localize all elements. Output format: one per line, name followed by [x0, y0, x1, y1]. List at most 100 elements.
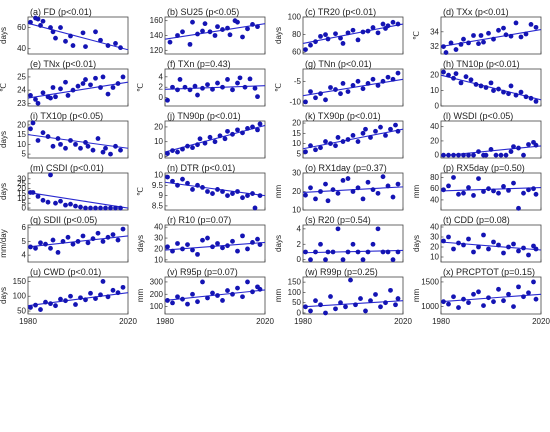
y-tick-label: 60 [17, 23, 26, 32]
data-point [88, 82, 93, 88]
y-tick-label: 0 [22, 204, 27, 213]
data-point [53, 200, 58, 206]
data-point [526, 252, 531, 258]
data-point [343, 304, 348, 310]
y-tick-label: 0 [297, 255, 302, 264]
y-tick-label: 40 [17, 44, 26, 53]
data-point [481, 232, 486, 238]
data-point [250, 191, 255, 196]
data-point [220, 245, 225, 251]
data-point [38, 307, 43, 312]
y-tick-label: 30 [154, 234, 163, 243]
data-point [511, 241, 516, 247]
data-point [501, 250, 506, 256]
y-tick-label: 20 [430, 136, 439, 145]
data-point [511, 180, 516, 186]
data-point [115, 81, 121, 86]
data-point [90, 236, 96, 242]
data-point [58, 141, 63, 147]
data-point [170, 300, 175, 306]
panel-title: (i) TX10p (p<0.05) [30, 111, 103, 121]
data-point [393, 302, 398, 308]
data-point [380, 249, 386, 255]
data-point [471, 152, 476, 158]
data-point [461, 190, 466, 196]
data-point [98, 85, 103, 90]
data-point [165, 244, 170, 250]
y-axis-label: mm [274, 185, 283, 199]
data-point [48, 95, 53, 101]
data-point [235, 19, 240, 25]
data-point [235, 285, 240, 291]
data-point [220, 298, 225, 303]
data-point [103, 205, 108, 211]
data-point [235, 189, 240, 194]
y-axis-label: days [0, 131, 8, 148]
data-point [48, 172, 53, 178]
data-point [488, 147, 494, 152]
y-tick-label: 10 [154, 137, 163, 146]
data-point [105, 43, 111, 48]
data-point [93, 29, 98, 35]
data-point [491, 88, 496, 93]
data-point [182, 84, 188, 90]
panel-title: (n) DTR (p<0.01) [167, 163, 235, 173]
y-tick-label: 40 [154, 223, 163, 232]
data-point [205, 235, 210, 241]
data-point [491, 299, 496, 305]
data-point [165, 151, 170, 156]
data-point [200, 237, 205, 243]
y-tick-label: 15 [17, 189, 26, 198]
data-point [120, 226, 126, 232]
data-point [395, 70, 401, 76]
y-tick-label: 10 [430, 253, 439, 262]
y-tick-label: 20 [17, 184, 26, 193]
data-point [53, 35, 58, 41]
data-point [215, 80, 220, 86]
data-point [518, 34, 524, 40]
y-tick-label: 20 [292, 187, 301, 196]
data-point [355, 185, 361, 191]
data-point [446, 72, 451, 78]
data-point [461, 36, 466, 42]
data-point [526, 290, 531, 296]
y-tick-label: 60 [430, 184, 439, 193]
x-tick-label: 2020 [532, 317, 550, 326]
data-point [28, 19, 33, 25]
data-point [466, 300, 471, 306]
data-point [323, 139, 328, 144]
data-point [466, 152, 471, 158]
data-point [358, 296, 363, 301]
data-point [318, 302, 323, 308]
data-point [28, 244, 33, 250]
data-point [50, 237, 56, 243]
data-point [75, 83, 81, 89]
data-point [350, 189, 356, 194]
data-point [257, 242, 263, 247]
data-point [395, 21, 401, 27]
data-point [242, 84, 248, 90]
panel-title: (c) TR20 (p<0.01) [305, 7, 376, 17]
y-tick-label: 4 [159, 72, 164, 81]
data-point [225, 193, 230, 199]
data-point [456, 152, 461, 158]
y-tick-label: 5 [22, 237, 27, 246]
data-point [451, 175, 456, 180]
data-point [185, 242, 190, 247]
panel-frame [440, 120, 542, 159]
data-point [220, 189, 225, 194]
data-point [323, 257, 328, 263]
panel-frame [27, 16, 129, 55]
panel-title: (u) CWD (p<0.01) [30, 267, 101, 277]
data-point [313, 39, 318, 45]
data-point [170, 84, 175, 90]
data-point [506, 291, 511, 297]
data-point [190, 247, 195, 253]
x-tick-label: 2020 [119, 317, 137, 326]
data-point [78, 204, 83, 210]
y-tick-label: -5 [294, 77, 302, 86]
data-point [363, 308, 368, 314]
data-point [230, 291, 235, 297]
